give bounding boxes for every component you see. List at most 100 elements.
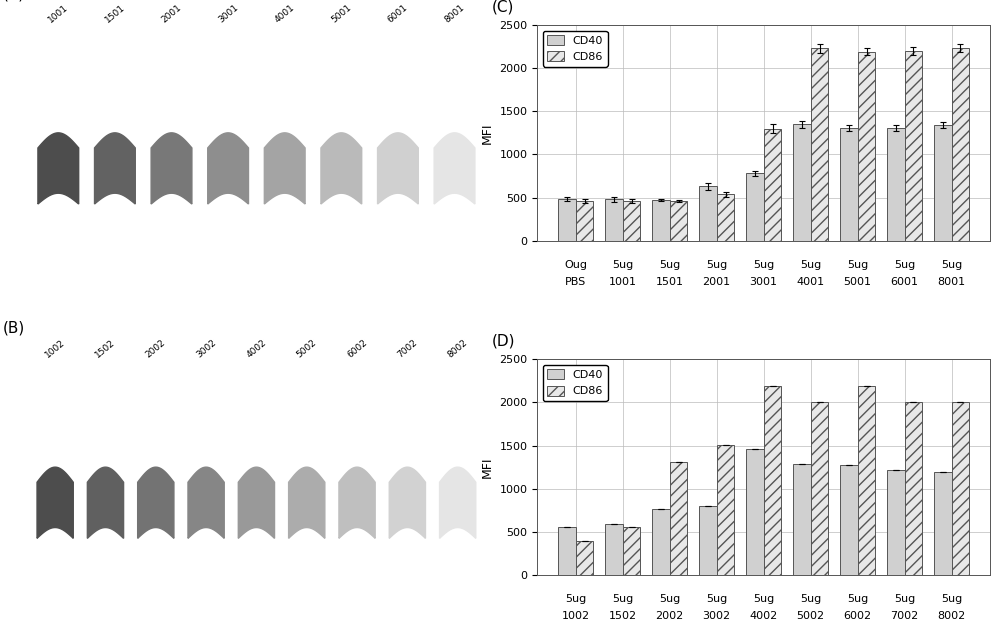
Polygon shape [440,467,476,538]
Text: 1002: 1002 [44,338,67,359]
Text: 6002: 6002 [345,338,369,359]
Text: 2001: 2001 [703,277,731,287]
Text: (A): (A) [3,0,25,1]
Text: PBS: PBS [565,277,586,287]
Text: 4002: 4002 [245,338,268,359]
Text: 1502: 1502 [609,611,637,621]
Bar [840,127,858,241]
Text: 5ug: 5ug [894,260,915,270]
Y-axis label: MFI: MFI [481,456,494,478]
Bar [905,402,922,575]
Bar [811,48,828,241]
Bar [840,466,858,575]
Bar [652,200,670,241]
Text: 1002: 1002 [562,611,590,621]
Text: 2002: 2002 [655,611,684,621]
Text: 5ug: 5ug [706,260,727,270]
Text: 3001: 3001 [750,277,778,287]
Text: 5ug: 5ug [941,260,962,270]
Text: 8002: 8002 [446,338,469,359]
Bar [905,51,922,241]
Polygon shape [38,133,79,204]
Text: 8001: 8001 [937,277,966,287]
Legend: CD40, CD86: CD40, CD86 [543,31,608,66]
Text: 5002: 5002 [295,338,318,359]
Polygon shape [389,467,425,538]
Bar [952,48,969,241]
Text: 5ug: 5ug [659,594,680,604]
Text: 4001: 4001 [273,3,296,25]
Text: (D): (D) [492,334,515,349]
Bar [746,173,764,241]
Text: 5001: 5001 [844,277,872,287]
Polygon shape [95,133,135,204]
Polygon shape [264,133,305,204]
Bar [558,199,576,241]
Text: 5ug: 5ug [612,594,633,604]
Bar [605,199,623,241]
Polygon shape [151,133,192,204]
Bar [764,386,781,575]
Bar [623,527,640,575]
Bar [793,464,811,575]
Text: 8001: 8001 [443,3,466,25]
Text: 7002: 7002 [396,338,419,359]
Text: 5001: 5001 [330,3,353,25]
Text: 5ug: 5ug [894,594,915,604]
Text: 5ug: 5ug [800,260,821,270]
Text: 6001: 6001 [386,3,410,25]
Bar [811,402,828,575]
Text: 5ug: 5ug [706,594,727,604]
Legend: CD40, CD86: CD40, CD86 [543,365,608,401]
Bar [934,125,952,241]
Text: 2002: 2002 [144,338,167,359]
Bar [576,541,593,575]
Text: 5ug: 5ug [659,260,680,270]
Text: 7002: 7002 [890,611,919,621]
Text: 1001: 1001 [47,3,70,25]
Bar [717,194,734,241]
Text: 5ug: 5ug [800,594,821,604]
Text: 5ug: 5ug [753,594,774,604]
Text: (B): (B) [3,321,25,336]
Text: 4001: 4001 [797,277,825,287]
Text: 3002: 3002 [703,611,731,621]
Polygon shape [238,467,275,538]
Text: 5ug: 5ug [847,260,868,270]
Text: 2001: 2001 [160,3,183,25]
Text: 6001: 6001 [891,277,919,287]
Polygon shape [138,467,174,538]
Text: 5002: 5002 [797,611,825,621]
Polygon shape [37,467,73,538]
Bar [699,186,717,241]
Y-axis label: MFI: MFI [481,122,494,144]
Bar [717,445,734,575]
Polygon shape [434,133,475,204]
Text: 1501: 1501 [656,277,684,287]
Bar [887,470,905,575]
Text: 3001: 3001 [216,3,240,25]
Polygon shape [339,467,375,538]
Bar [670,462,687,575]
Bar [858,52,875,241]
Polygon shape [289,467,325,538]
Bar [952,402,969,575]
Bar [576,201,593,241]
Bar [605,524,623,575]
Text: (C): (C) [492,0,514,14]
Bar [746,449,764,575]
Text: 3002: 3002 [194,338,218,359]
Text: 1501: 1501 [103,3,127,25]
Text: 5ug: 5ug [753,260,774,270]
Polygon shape [208,133,248,204]
Bar [623,201,640,241]
Text: 5ug: 5ug [612,260,633,270]
Text: 6002: 6002 [844,611,872,621]
Bar [764,129,781,241]
Text: 1502: 1502 [94,338,117,359]
Bar [887,127,905,241]
Bar [934,472,952,575]
Polygon shape [188,467,224,538]
Bar [699,506,717,575]
Text: 8002: 8002 [937,611,966,621]
